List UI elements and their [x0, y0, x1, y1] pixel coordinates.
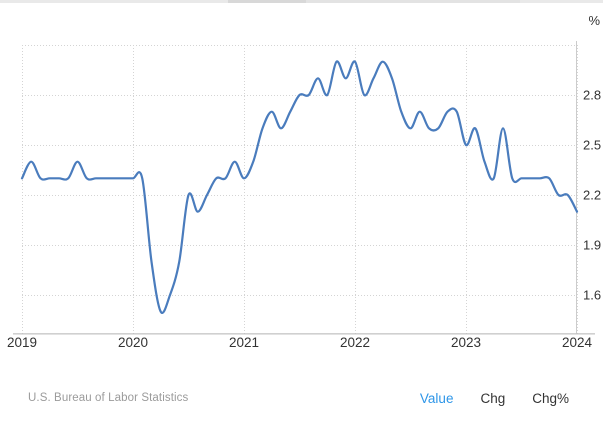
- top-edge-toolbar-remnant: [0, 0, 603, 3]
- series-line: [20, 60, 579, 314]
- tab-value[interactable]: Value: [419, 390, 454, 406]
- x-tick-label: 2023: [451, 335, 481, 350]
- x-tick-label: 2024: [562, 335, 593, 350]
- source-link[interactable]: U.S. Bureau of Labor Statistics: [28, 392, 189, 404]
- x-tick-label: 2019: [7, 335, 37, 350]
- y-tick-label: 2.8: [583, 88, 601, 103]
- y-tick-label: 2.2: [583, 188, 601, 203]
- y-tick-label: 1.6: [583, 288, 601, 303]
- top-edge-segment: [306, 0, 520, 3]
- line-chart-canvas[interactable]: 1.6 1.9 2.2 2.5 2.8 2019 2020 2021 2022 2023 2024: [0, 0, 603, 365]
- y-axis-unit-label: %: [588, 13, 600, 28]
- chart-footer: U.S. Bureau of Labor Statistics Value Ch…: [0, 385, 603, 411]
- tab-chg-pct[interactable]: Chg%: [532, 390, 569, 406]
- chart-area[interactable]: 1.6 1.9 2.2 2.5 2.8 2019 2020 2021 2022 2023 2024 …: [0, 0, 603, 365]
- tab-chg[interactable]: Chg: [480, 390, 506, 406]
- x-tick-label: 2021: [229, 335, 259, 350]
- footer-links: Value Chg Chg%: [420, 391, 603, 406]
- x-tick-label: 2022: [340, 335, 370, 350]
- x-tick-label: 2020: [118, 335, 148, 350]
- y-tick-label: 2.5: [583, 138, 601, 153]
- top-edge-segment: [228, 0, 306, 3]
- y-tick-label: 1.9: [583, 238, 601, 253]
